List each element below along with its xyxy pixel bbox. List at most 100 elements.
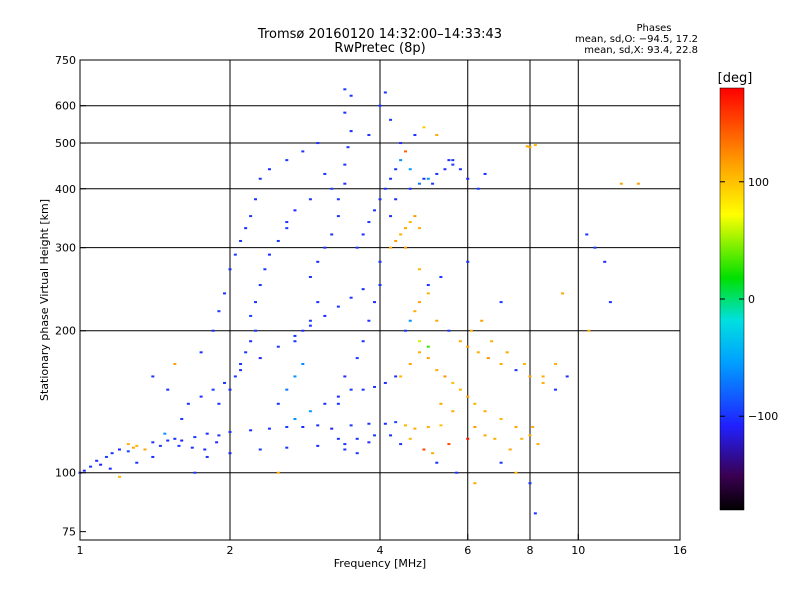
data-point — [394, 239, 398, 242]
data-point — [523, 363, 527, 366]
colorbar-tick-label: 100 — [748, 176, 769, 189]
data-point — [336, 437, 340, 440]
data-point — [217, 434, 221, 437]
data-point — [458, 388, 462, 391]
data-point — [439, 402, 443, 405]
data-point — [399, 375, 403, 378]
data-point — [135, 444, 139, 447]
data-point — [301, 329, 305, 332]
data-point — [355, 246, 359, 249]
data-point — [483, 410, 487, 413]
data-point — [403, 227, 407, 230]
data-point — [258, 448, 262, 451]
data-point — [413, 310, 417, 313]
data-point — [293, 375, 297, 378]
data-point — [199, 351, 203, 354]
data-point — [151, 375, 155, 378]
data-point — [422, 448, 426, 451]
data-point — [244, 351, 248, 354]
data-point — [276, 345, 280, 348]
data-point — [447, 329, 451, 332]
y-tick-label: 75 — [62, 526, 76, 539]
data-point — [443, 168, 447, 171]
data-point — [531, 426, 535, 429]
data-point — [336, 305, 340, 308]
data-point — [205, 455, 209, 458]
data-point — [293, 340, 297, 343]
data-point — [514, 426, 518, 429]
data-point — [378, 104, 382, 107]
data-point — [413, 134, 417, 137]
data-point — [499, 363, 503, 366]
data-point — [408, 363, 412, 366]
chart-title: Tromsø 20160120 14:32:00–14:33:43 — [257, 27, 502, 42]
data-point — [469, 329, 473, 332]
data-point — [346, 146, 350, 149]
data-point — [249, 215, 253, 218]
data-point — [267, 253, 271, 256]
data-point — [249, 314, 253, 317]
data-point — [308, 198, 312, 201]
data-point — [190, 446, 194, 449]
data-point — [203, 448, 207, 451]
data-point — [603, 260, 607, 263]
data-point — [525, 145, 529, 148]
data-point — [258, 177, 262, 180]
data-point — [316, 444, 320, 447]
data-point — [343, 443, 347, 446]
grid-lines — [80, 60, 680, 540]
data-point — [223, 381, 227, 384]
x-axis-label: Frequency [MHz] — [334, 557, 426, 570]
data-point — [394, 375, 398, 378]
data-point — [389, 246, 393, 249]
data-point — [533, 144, 537, 147]
data-point — [336, 198, 340, 201]
data-point — [343, 448, 347, 451]
data-point — [553, 388, 557, 391]
data-point — [636, 182, 640, 185]
data-point — [173, 363, 177, 366]
data-point — [285, 388, 289, 391]
stats-heading: Phases — [636, 23, 671, 34]
data-point — [228, 268, 232, 271]
y-tick-label: 400 — [55, 183, 76, 196]
data-point — [447, 159, 451, 162]
data-point — [215, 441, 219, 444]
data-point — [431, 452, 435, 455]
data-point — [417, 301, 421, 304]
data-point — [403, 246, 407, 249]
data-point — [399, 443, 403, 446]
data-point — [330, 187, 334, 190]
y-tick-label: 200 — [55, 325, 76, 338]
y-tick-label: 500 — [55, 137, 76, 150]
data-point — [399, 159, 403, 162]
data-point — [180, 439, 184, 442]
data-point — [177, 444, 181, 447]
data-point — [373, 209, 377, 212]
data-point — [533, 512, 537, 515]
x-tick-label: 8 — [527, 544, 534, 557]
x-tick-label: 16 — [673, 544, 687, 557]
data-point — [258, 284, 262, 287]
data-point — [166, 439, 170, 442]
data-point — [361, 388, 365, 391]
data-point — [383, 422, 387, 425]
data-point — [163, 432, 167, 435]
data-point — [493, 437, 497, 440]
data-point — [439, 275, 443, 278]
data-point — [276, 402, 280, 405]
data-point — [343, 88, 347, 91]
data-point — [435, 172, 439, 175]
data-point — [473, 402, 477, 405]
data-point — [499, 417, 503, 420]
data-point — [233, 253, 237, 256]
data-point — [301, 150, 305, 153]
data-point — [117, 475, 121, 478]
data-point — [466, 345, 470, 348]
data-point — [528, 434, 532, 437]
data-point — [367, 221, 371, 224]
data-point — [435, 319, 439, 322]
data-point — [308, 410, 312, 413]
